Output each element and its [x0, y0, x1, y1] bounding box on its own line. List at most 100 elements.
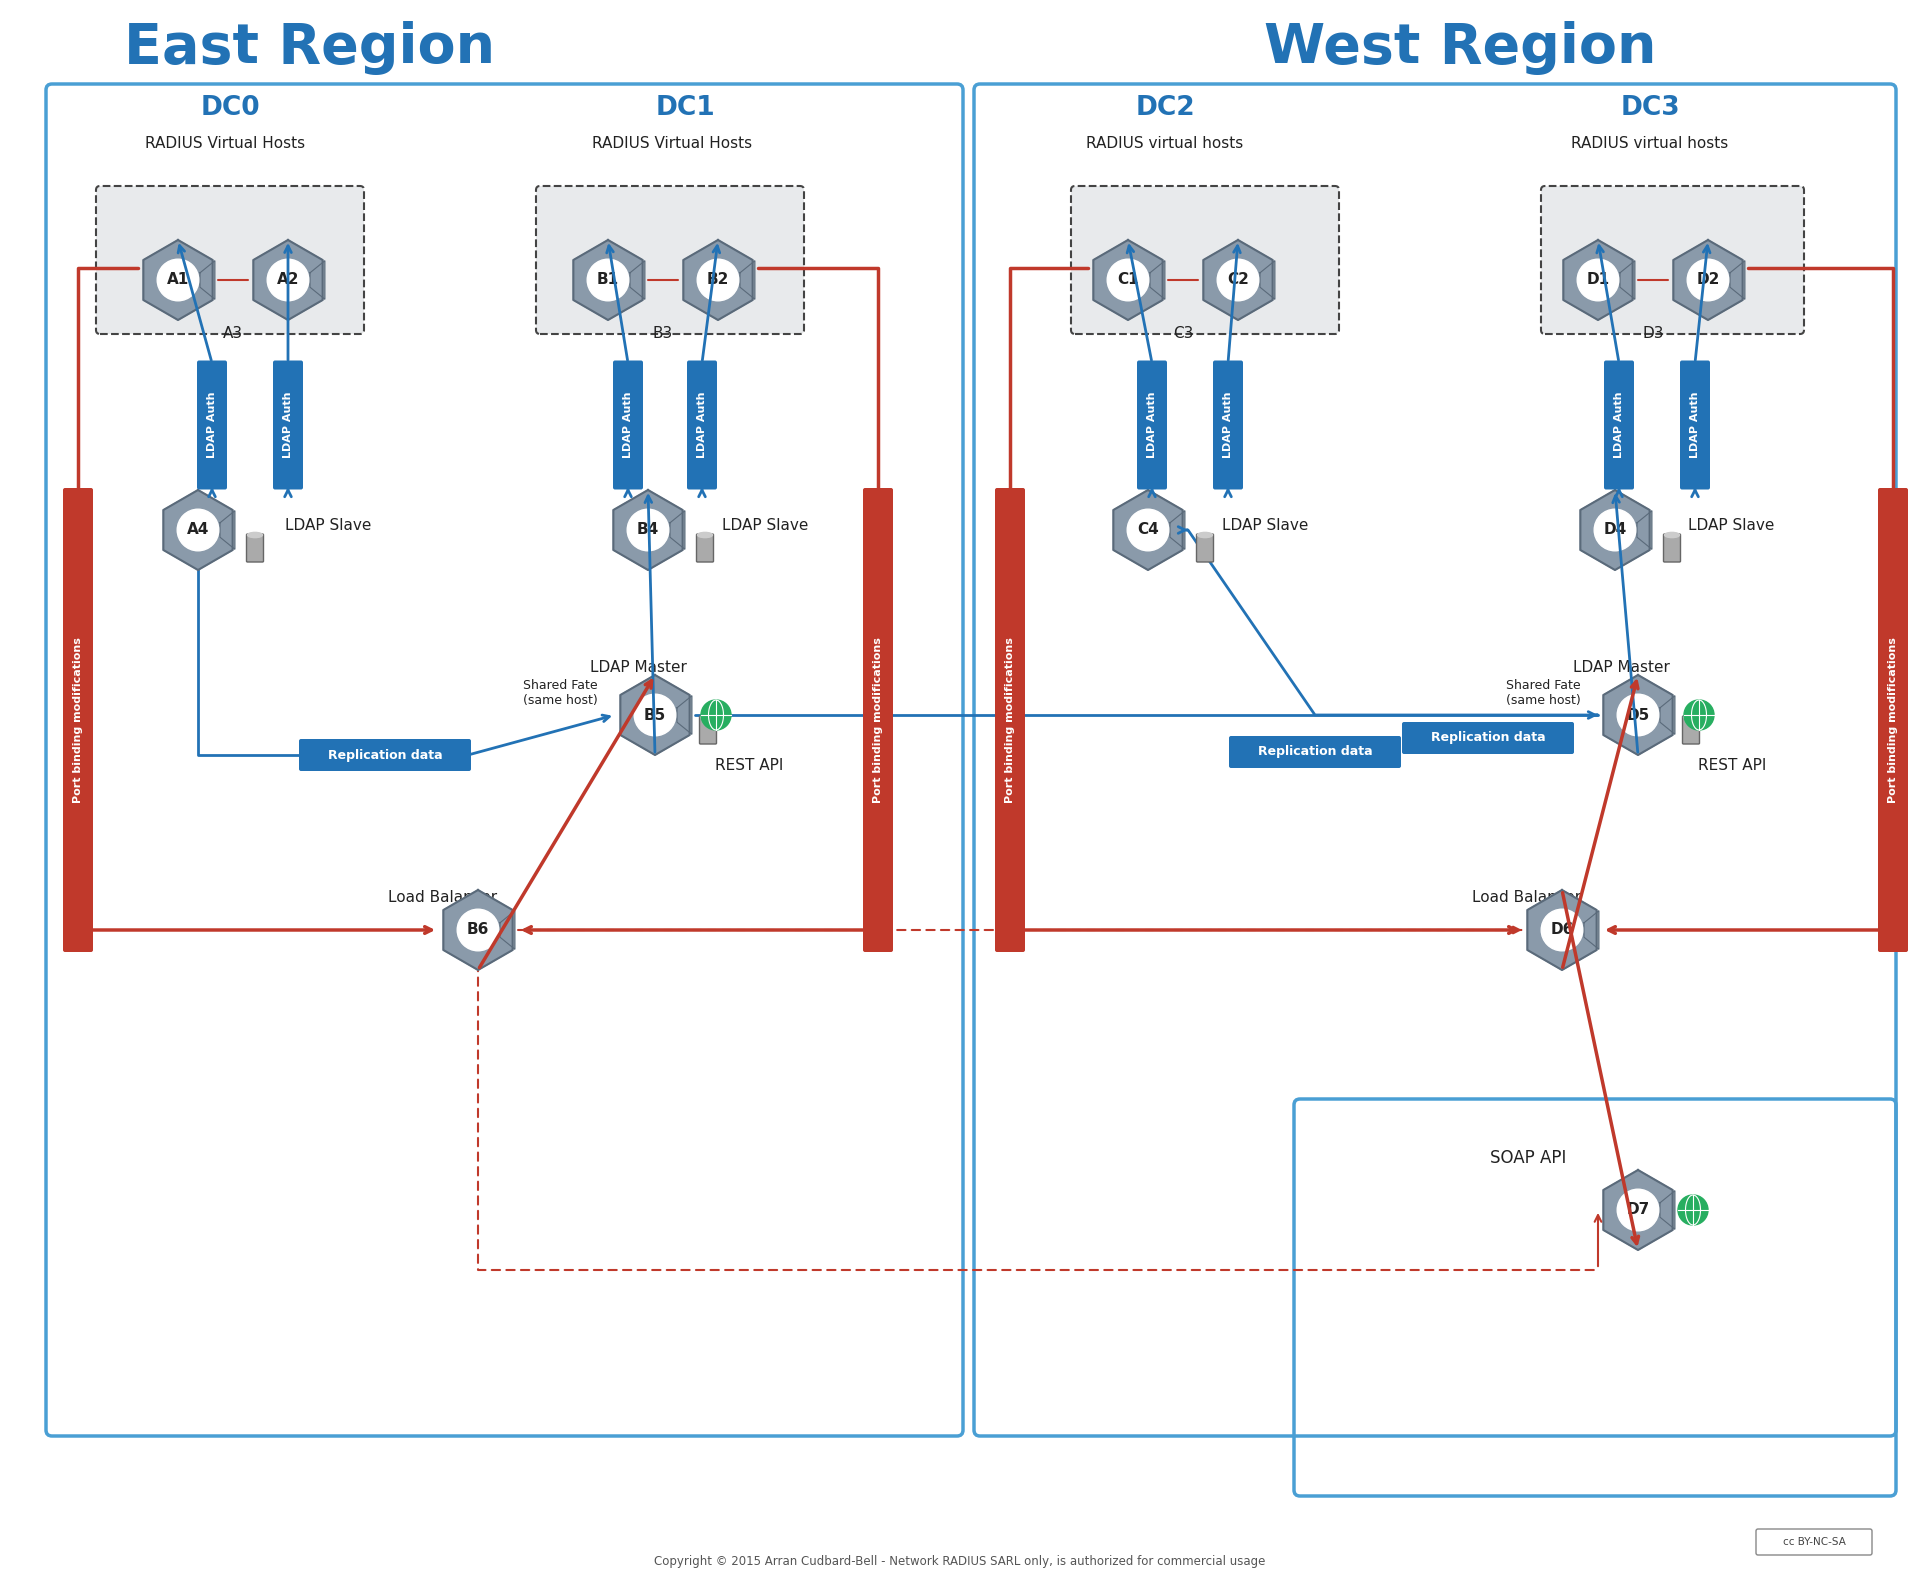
Text: D3: D3: [1642, 326, 1665, 340]
Ellipse shape: [701, 715, 716, 720]
FancyBboxPatch shape: [1213, 361, 1242, 489]
Circle shape: [1678, 1195, 1709, 1225]
Text: Port binding modifications: Port binding modifications: [73, 637, 83, 802]
Text: LDAP Slave: LDAP Slave: [284, 518, 371, 532]
Text: Load Balancer: Load Balancer: [1473, 890, 1582, 906]
Text: D2: D2: [1695, 272, 1720, 288]
FancyBboxPatch shape: [612, 361, 643, 489]
Polygon shape: [620, 675, 689, 755]
Text: LDAP Slave: LDAP Slave: [1688, 518, 1774, 532]
Circle shape: [1617, 1189, 1659, 1231]
FancyBboxPatch shape: [96, 186, 365, 334]
Polygon shape: [1584, 910, 1599, 949]
Circle shape: [1688, 259, 1728, 300]
FancyBboxPatch shape: [1137, 361, 1167, 489]
Polygon shape: [739, 261, 755, 299]
FancyBboxPatch shape: [1603, 361, 1634, 489]
Text: C4: C4: [1137, 523, 1160, 537]
Ellipse shape: [1684, 715, 1699, 720]
Text: LDAP Master: LDAP Master: [589, 661, 687, 675]
Text: LDAP Auth: LDAP Auth: [282, 392, 294, 458]
Text: DC2: DC2: [1135, 95, 1194, 121]
Polygon shape: [163, 489, 232, 570]
FancyBboxPatch shape: [1663, 534, 1680, 563]
FancyBboxPatch shape: [300, 739, 470, 771]
Polygon shape: [574, 240, 643, 319]
Ellipse shape: [1198, 532, 1213, 537]
Text: B2: B2: [707, 272, 730, 288]
Text: B5: B5: [643, 707, 666, 723]
Text: West Region: West Region: [1263, 21, 1657, 75]
Polygon shape: [630, 261, 645, 299]
Circle shape: [177, 508, 219, 551]
Circle shape: [1542, 909, 1582, 950]
Text: cc BY-NC-SA: cc BY-NC-SA: [1782, 1537, 1845, 1548]
Polygon shape: [1114, 489, 1183, 570]
Circle shape: [588, 259, 628, 300]
Text: RADIUS virtual hosts: RADIUS virtual hosts: [1571, 135, 1728, 151]
Polygon shape: [1603, 675, 1672, 755]
Circle shape: [1684, 701, 1715, 729]
Polygon shape: [1661, 696, 1674, 734]
Text: Port binding modifications: Port binding modifications: [874, 637, 883, 802]
Text: LDAP Auth: LDAP Auth: [1223, 392, 1233, 458]
Ellipse shape: [248, 532, 263, 537]
FancyBboxPatch shape: [536, 186, 804, 334]
Polygon shape: [1526, 890, 1597, 969]
Text: D6: D6: [1549, 923, 1574, 938]
Text: C1: C1: [1117, 272, 1139, 288]
Text: REST API: REST API: [714, 758, 783, 772]
Text: LDAP Slave: LDAP Slave: [722, 518, 808, 532]
Text: Shared Fate
(same host): Shared Fate (same host): [522, 679, 597, 707]
Polygon shape: [1563, 240, 1632, 319]
FancyBboxPatch shape: [1542, 186, 1805, 334]
Text: Load Balancer: Load Balancer: [388, 890, 497, 906]
FancyBboxPatch shape: [699, 717, 716, 744]
Ellipse shape: [1665, 532, 1680, 537]
FancyBboxPatch shape: [995, 488, 1025, 952]
Text: C2: C2: [1227, 272, 1248, 288]
Text: D4: D4: [1603, 523, 1626, 537]
Circle shape: [1217, 259, 1260, 300]
Text: Copyright © 2015 Arran Cudbard-Bell - Network RADIUS SARL only, is authorized fo: Copyright © 2015 Arran Cudbard-Bell - Ne…: [655, 1556, 1265, 1568]
Text: LDAP Master: LDAP Master: [1572, 661, 1670, 675]
Polygon shape: [684, 240, 753, 319]
Circle shape: [634, 694, 676, 736]
Text: LDAP Auth: LDAP Auth: [697, 392, 707, 458]
Text: Replication data: Replication data: [328, 748, 442, 761]
Text: REST API: REST API: [1697, 758, 1766, 772]
FancyBboxPatch shape: [1682, 717, 1699, 744]
FancyBboxPatch shape: [687, 361, 716, 489]
Circle shape: [1594, 508, 1636, 551]
Text: SOAP API: SOAP API: [1490, 1149, 1567, 1166]
Text: East Region: East Region: [125, 21, 495, 75]
FancyBboxPatch shape: [1229, 736, 1402, 767]
Polygon shape: [1730, 261, 1745, 299]
Text: B1: B1: [597, 272, 618, 288]
Circle shape: [157, 259, 200, 300]
Text: D7: D7: [1626, 1203, 1649, 1217]
Polygon shape: [253, 240, 323, 319]
Text: C3: C3: [1173, 326, 1192, 340]
Circle shape: [697, 259, 739, 300]
Text: LDAP Auth: LDAP Auth: [1690, 392, 1699, 458]
Polygon shape: [309, 261, 324, 299]
FancyBboxPatch shape: [246, 534, 263, 563]
Text: D1: D1: [1586, 272, 1609, 288]
FancyBboxPatch shape: [1196, 534, 1213, 563]
Polygon shape: [1260, 261, 1275, 299]
Text: B3: B3: [653, 326, 674, 340]
Text: LDAP Slave: LDAP Slave: [1221, 518, 1308, 532]
Polygon shape: [1661, 1190, 1674, 1230]
Circle shape: [628, 508, 668, 551]
FancyBboxPatch shape: [697, 534, 714, 563]
Polygon shape: [1150, 261, 1165, 299]
Text: RADIUS Virtual Hosts: RADIUS Virtual Hosts: [144, 135, 305, 151]
Text: A4: A4: [186, 523, 209, 537]
Text: B4: B4: [637, 523, 659, 537]
FancyBboxPatch shape: [273, 361, 303, 489]
Text: A2: A2: [276, 272, 300, 288]
Text: Shared Fate
(same host): Shared Fate (same host): [1505, 679, 1580, 707]
Circle shape: [1108, 259, 1148, 300]
Polygon shape: [1169, 510, 1185, 550]
